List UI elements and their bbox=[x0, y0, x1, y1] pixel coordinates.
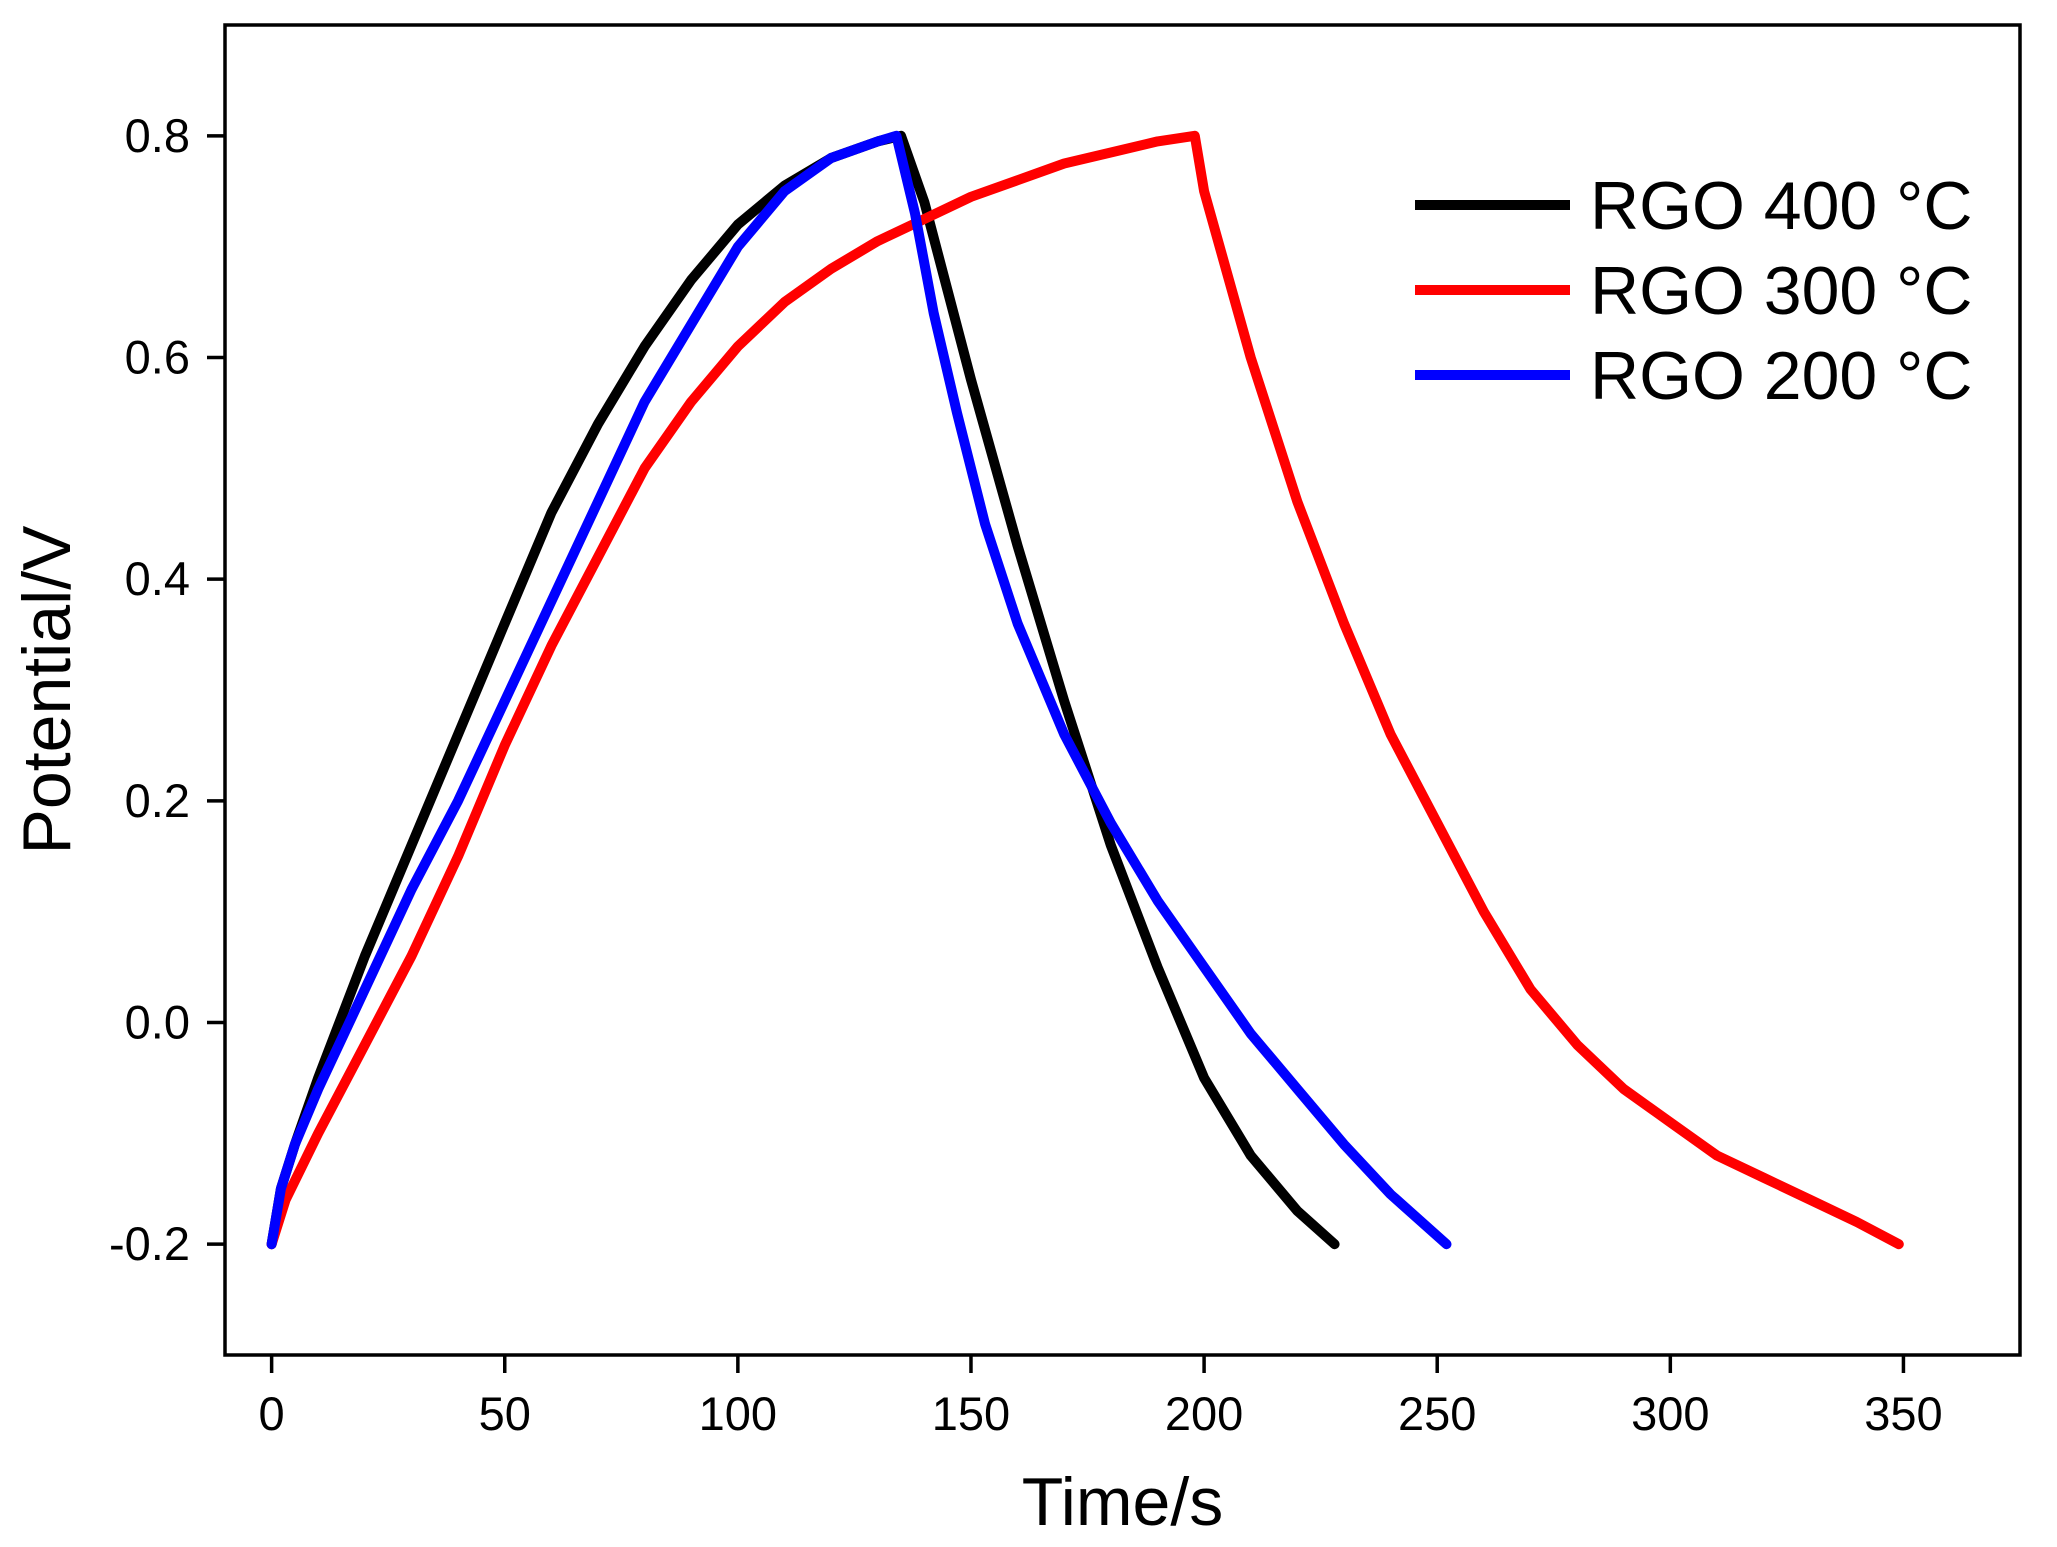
series-line-2 bbox=[266, 130, 1452, 1250]
x-axis-label: Time/s bbox=[1022, 1464, 1223, 1540]
y-tick-label: 0.6 bbox=[125, 331, 190, 384]
legend-label-2: RGO 200 °C bbox=[1590, 338, 1972, 414]
y-axis-label: Potential/V bbox=[9, 525, 85, 855]
y-tick-label: 0.4 bbox=[125, 552, 190, 605]
x-tick-label: 100 bbox=[699, 1387, 777, 1440]
x-tick-label: 150 bbox=[932, 1387, 1010, 1440]
y-tick-label: 0.8 bbox=[125, 109, 190, 162]
axis-frame bbox=[223, 23, 2022, 1357]
series-line-1 bbox=[266, 130, 1904, 1250]
legend-label-1: RGO 300 °C bbox=[1590, 253, 1972, 329]
series-group bbox=[266, 130, 1904, 1250]
y-tick-label: 0.0 bbox=[125, 996, 190, 1049]
series-line-0 bbox=[266, 130, 1340, 1250]
x-tick-label: 50 bbox=[479, 1387, 531, 1440]
x-tick-label: 0 bbox=[259, 1387, 285, 1440]
y-tick-label: 0.2 bbox=[125, 774, 190, 827]
y-tick-label: -0.2 bbox=[109, 1217, 190, 1270]
x-axis-ticks: 0 50 100 150 200 250 300 350 bbox=[259, 1355, 1943, 1440]
x-tick-label: 300 bbox=[1631, 1387, 1709, 1440]
x-tick-label: 200 bbox=[1165, 1387, 1243, 1440]
x-tick-label: 350 bbox=[1864, 1387, 1942, 1440]
x-tick-label: 250 bbox=[1398, 1387, 1476, 1440]
legend: RGO 400 °C RGO 300 °C RGO 200 °C bbox=[1415, 168, 1972, 414]
y-axis-ticks: -0.2 0.0 0.2 0.4 0.6 0.8 bbox=[109, 109, 225, 1270]
legend-label-0: RGO 400 °C bbox=[1590, 168, 1972, 244]
